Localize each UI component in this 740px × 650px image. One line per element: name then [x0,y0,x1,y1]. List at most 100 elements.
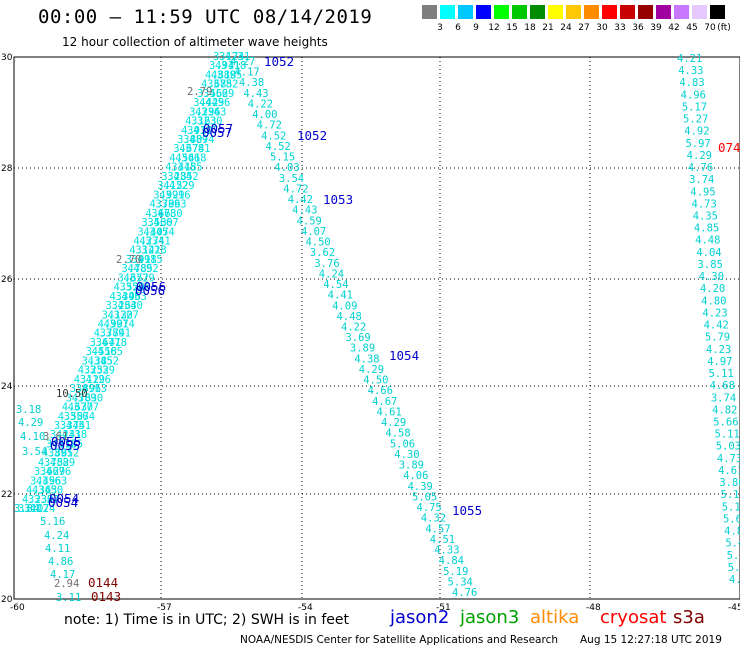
track-swh-label: 3.91 [125,254,150,266]
colorbar-label: 30 [596,23,608,33]
descending-swh-label: 4.50 [305,237,330,249]
track-swh-label: 3.96 [76,383,101,395]
plot-frame [13,56,740,600]
descending-swh-label: 4.29 [381,417,406,429]
east-swh-label: 5.14 [721,489,740,501]
grey-swh-label: 2.79 [187,86,212,98]
colorbar-swatch [710,5,725,19]
track-swh-label: 3.49 [30,475,55,487]
track-swh-label: 4.77 [94,328,119,340]
east-swh-label: 3.74 [711,392,736,404]
track-swh-label: 3.78 [121,263,146,275]
track-swh-label: 3.43 [201,106,226,118]
track-swh-label: 4.74 [179,143,204,155]
track-swh-label: 4.88 [42,448,67,460]
pass-time-label-overlap: 0054 [49,491,79,506]
descending-swh-label: 4.59 [297,215,322,227]
track-swh-label: 3.82 [44,457,69,469]
east-swh-label: 5.27 [683,114,708,126]
track-swh-label: 4.11 [215,60,240,72]
track-swh-label: 3.24 [50,429,75,441]
colorbar-swatch [512,5,527,19]
track-swh-label: 4.24 [30,503,55,515]
track-swh-label: 4.51 [66,420,91,432]
descending-swh-label: 4.57 [425,523,450,535]
track-swh-label: 3.66 [126,282,151,294]
track-swh-label: 3.16 [165,189,190,201]
track-swh-label: 3.62 [203,88,228,100]
track-swh-label: 3.29 [189,106,214,118]
colorbar-label: 21 [542,23,554,33]
track-swh-label: 4.56 [36,475,61,487]
track-swh-label: 4.16 [185,116,210,128]
track-swh-label: 3.23 [191,116,216,128]
east-swh-label: 5.15 [722,501,740,513]
axis-tick-labels: -60 -57 -54 -51 -48 -45 30 28 26 24 22 20 [1,53,740,613]
east-swh-label: 5.66 [713,416,738,428]
pass-time-label: 1052 [297,128,327,143]
track-swh-label: 4.88 [211,69,236,81]
colorbar-label: 15 [506,23,518,33]
colorbar-label: 42 [668,23,680,33]
colorbar-label: 33 [614,23,626,33]
track-swh-label: 3.25 [58,438,83,450]
track-swh-label: 3.21 [135,245,160,257]
east-swh-label: 4.20 [700,283,725,295]
colorbar-swatch [638,5,653,19]
track-swh-label: 3.24 [219,51,244,63]
descending-swh-label: 4.07 [301,226,326,238]
y-tick-label: 22 [1,490,12,500]
x-tick-label: -54 [298,603,313,613]
x-tick-label: -51 [436,603,451,613]
track-swh-label: 3.73 [151,208,176,220]
track-swh-label: 3.69 [40,466,65,478]
y-tick-label: 24 [1,382,13,392]
track-swh-label: 4.52 [114,282,139,294]
descending-swh-label: 4.51 [430,534,455,546]
pass-time-label: 1053 [323,192,353,207]
page-subtitle: 12 hour collection of altimeter wave hei… [62,35,328,49]
track-swh-label: 3.10 [18,503,43,515]
track-swh-label: 4.94 [189,134,214,146]
descending-swh-label: 5.05 [412,491,437,503]
pass-time-label: 1054 [389,348,419,363]
footer-credit: NOAA/NESDIS Center for Satellite Applica… [240,634,558,646]
colorbar-swatch [602,5,617,19]
track-swh-label: 4.45 [88,355,113,367]
track-swh-label: 4.47 [143,226,168,238]
colorbar-swatch [566,5,581,19]
descending-swh-label: 4.61 [377,406,402,418]
colorbar-swatch [422,5,437,19]
track-swh-label: 4.23 [22,494,47,506]
east-swh-label: 4.5 [729,574,740,586]
track-swh-label: 3.37 [54,420,79,432]
descending-swh-label: 3.76 [314,258,339,270]
track-swh-label: 3.37 [34,494,59,506]
track-swh-label: 3.38 [82,355,107,367]
track-swh-label: 3.89 [70,383,95,395]
track-swh-label: 3.65 [117,272,142,284]
descending-swh-label: 4.24 [319,268,344,280]
colorbar-swatch [620,5,635,19]
descending-swh-label: 4.72 [257,120,282,132]
pass-time-label-overlap: 0055 [51,434,81,449]
descending-swh-label: 4.22 [341,322,366,334]
pass-time-label: 074 [718,140,740,155]
descending-swh-label: 4.52 [266,141,291,153]
pass-time-label: 1055 [452,503,482,518]
descending-swh-label: 4.30 [394,449,419,461]
track-swh-label: 3.60 [147,217,172,229]
track-swh-label: 3.86 [155,199,180,211]
track-swh-label: 3.46 [116,291,141,303]
east-swh-label: 4.68 [710,380,735,392]
east-swh-label: 4.48 [695,235,720,247]
descending-swh-label: 4.38 [354,353,379,365]
track-swh-label: 3.30 [28,494,53,506]
pass-time-label: 0056 [135,283,165,298]
track-swh-label: 4.99 [159,189,184,201]
track-swh-label: 3.11 [46,438,71,450]
track-swh-label: 3.62 [34,466,59,478]
colorbar-label: 24 [560,23,572,33]
lowerleft-swh-label: 4.11 [45,543,70,555]
